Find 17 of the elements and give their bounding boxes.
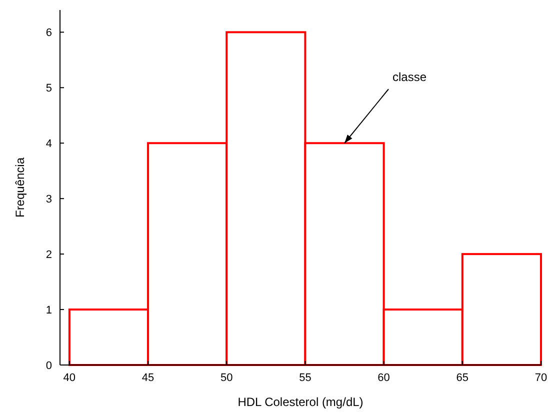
y-axis-title: Frequência — [13, 157, 27, 218]
x-tick-label: 60 — [378, 372, 390, 384]
annotation: classe — [392, 70, 427, 84]
x-tick-label: 40 — [63, 372, 76, 384]
y-tick-label: 2 — [46, 248, 52, 261]
y-tick-label: 6 — [46, 27, 52, 40]
x-tick-label: 70 — [534, 372, 548, 384]
x-tick-label: 45 — [142, 372, 154, 384]
x-tick-label: 65 — [456, 372, 469, 384]
x-axis-title: HDL Colesterol (mg/dL) — [238, 395, 364, 409]
x-tick-label: 50 — [220, 372, 233, 384]
y-tick-label: 1 — [46, 304, 52, 316]
y-tick-label: 3 — [46, 193, 52, 206]
x-tick-label: 55 — [299, 372, 312, 384]
y-tick-label: 0 — [46, 360, 52, 372]
y-tick-label: 4 — [46, 138, 52, 150]
y-tick-label: 5 — [46, 82, 52, 95]
